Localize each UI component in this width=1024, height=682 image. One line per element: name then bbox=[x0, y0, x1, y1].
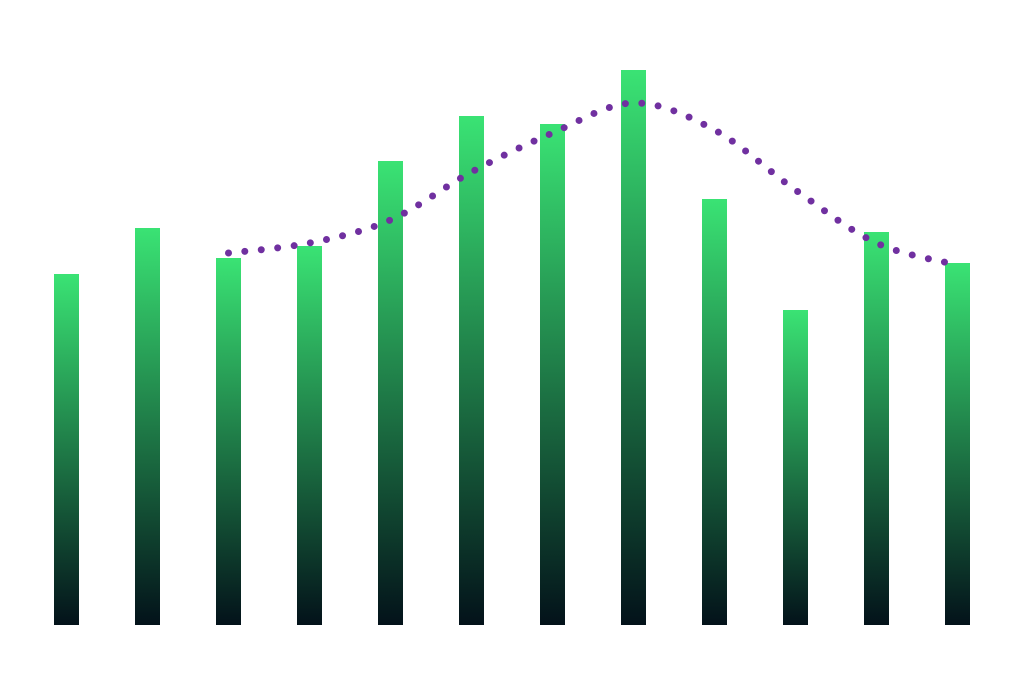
bar bbox=[459, 116, 484, 625]
bar bbox=[135, 228, 160, 625]
bar bbox=[54, 274, 79, 625]
bar bbox=[864, 232, 889, 625]
bar bbox=[540, 124, 565, 625]
bar bbox=[783, 310, 808, 625]
bar bbox=[702, 199, 727, 625]
bar bbox=[945, 263, 970, 625]
bar bbox=[216, 258, 241, 625]
bar bbox=[378, 161, 403, 625]
trend-line bbox=[225, 99, 961, 269]
bar bbox=[297, 246, 322, 625]
bar bbox=[621, 70, 646, 625]
